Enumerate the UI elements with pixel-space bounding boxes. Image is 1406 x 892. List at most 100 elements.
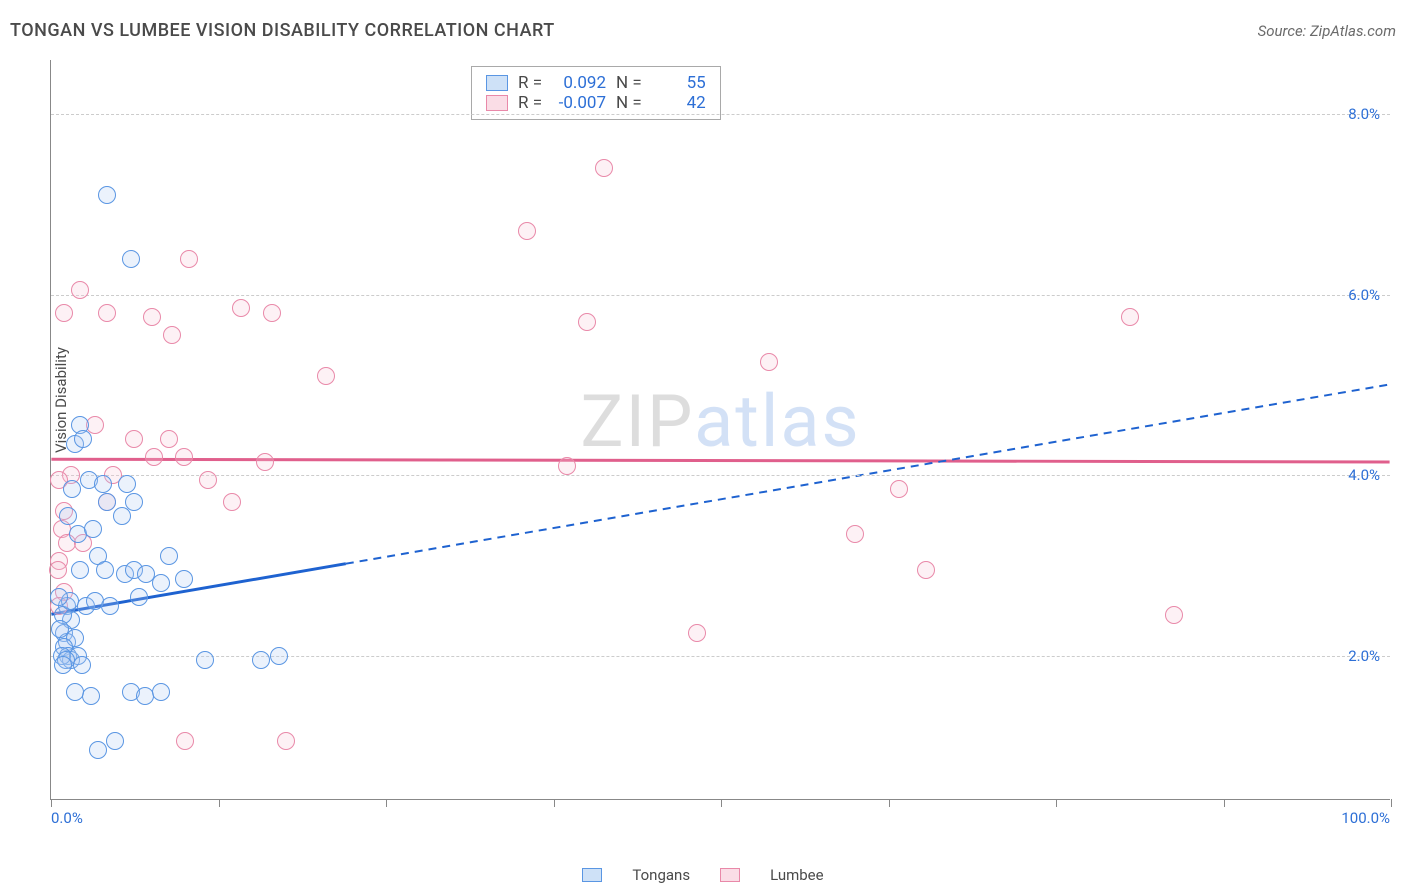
data-point-tongans [175, 570, 193, 588]
stat-r-label: R = [518, 73, 542, 93]
trendline-dashed [346, 384, 1390, 563]
data-point-tongans [82, 687, 100, 705]
data-point-lumbee [263, 304, 281, 322]
data-point-lumbee [176, 732, 194, 750]
stat-r-tongans: 0.092 [552, 73, 606, 93]
stats-box: R = 0.092 N = 55 R = -0.007 N = 42 [471, 66, 721, 120]
data-point-tongans [94, 475, 112, 493]
data-point-tongans [252, 651, 270, 669]
data-point-tongans [63, 480, 81, 498]
data-point-lumbee [277, 732, 295, 750]
gridline-h [51, 295, 1390, 296]
data-point-tongans [125, 493, 143, 511]
x-tick [51, 799, 52, 807]
stat-n-label: N = [616, 73, 642, 93]
y-tick-label: 6.0% [1348, 286, 1380, 304]
data-point-tongans [106, 732, 124, 750]
data-point-tongans [74, 430, 92, 448]
data-point-lumbee [143, 308, 161, 326]
data-point-tongans [73, 656, 91, 674]
x-tick [219, 799, 220, 807]
data-point-tongans [96, 561, 114, 579]
stat-r-label: R = [518, 93, 542, 113]
data-point-tongans [71, 561, 89, 579]
data-point-tongans [84, 520, 102, 538]
gridline-h [51, 114, 1390, 115]
data-point-lumbee [71, 281, 89, 299]
data-point-lumbee [1121, 308, 1139, 326]
x-tick [1224, 799, 1225, 807]
x-min-label: 0.0% [51, 809, 83, 827]
stats-row-tongans: R = 0.092 N = 55 [486, 73, 706, 93]
data-point-lumbee [518, 222, 536, 240]
data-point-lumbee [55, 304, 73, 322]
legend-swatch-lumbee [720, 868, 740, 882]
data-point-lumbee [175, 448, 193, 466]
watermark: ZIPatlas [580, 379, 860, 464]
data-point-tongans [54, 656, 72, 674]
data-point-lumbee [98, 304, 116, 322]
chart-source: Source: ZipAtlas.com [1258, 22, 1396, 40]
data-point-tongans [122, 250, 140, 268]
data-point-tongans [98, 186, 116, 204]
data-point-lumbee [917, 561, 935, 579]
trend-lines-layer [51, 60, 1390, 799]
data-point-lumbee [49, 561, 67, 579]
chart-title: TONGAN VS LUMBEE VISION DISABILITY CORRE… [10, 20, 555, 41]
x-max-label: 100.0% [1341, 809, 1390, 827]
data-point-lumbee [890, 480, 908, 498]
data-point-lumbee [163, 326, 181, 344]
legend-swatch-tongans [582, 868, 602, 882]
data-point-lumbee [256, 453, 274, 471]
data-point-lumbee [846, 525, 864, 543]
data-point-lumbee [223, 493, 241, 511]
data-point-tongans [152, 574, 170, 592]
data-point-lumbee [199, 471, 217, 489]
data-point-lumbee [145, 448, 163, 466]
data-point-tongans [270, 647, 288, 665]
stat-r-lumbee: -0.007 [552, 93, 606, 113]
swatch-tongans [486, 75, 508, 91]
stat-n-tongans: 55 [652, 73, 706, 93]
plot-area: ZIPatlas R = 0.092 N = 55 R = -0.007 N =… [50, 60, 1390, 800]
data-point-tongans [196, 651, 214, 669]
x-tick [889, 799, 890, 807]
gridline-h [51, 475, 1390, 476]
data-point-lumbee [595, 159, 613, 177]
x-tick [1056, 799, 1057, 807]
data-point-lumbee [232, 299, 250, 317]
data-point-tongans [59, 507, 77, 525]
data-point-lumbee [125, 430, 143, 448]
swatch-lumbee [486, 95, 508, 111]
y-tick-label: 4.0% [1348, 466, 1380, 484]
data-point-tongans [118, 475, 136, 493]
data-point-lumbee [688, 624, 706, 642]
data-point-lumbee [558, 457, 576, 475]
data-point-tongans [152, 683, 170, 701]
data-point-lumbee [317, 367, 335, 385]
x-tick [1391, 799, 1392, 807]
y-tick-label: 2.0% [1348, 647, 1380, 665]
data-point-tongans [89, 741, 107, 759]
legend-label-tongans: Tongans [632, 866, 690, 884]
data-point-lumbee [180, 250, 198, 268]
y-tick-label: 8.0% [1348, 105, 1380, 123]
data-point-tongans [101, 597, 119, 615]
stat-n-lumbee: 42 [652, 93, 706, 113]
data-point-lumbee [1165, 606, 1183, 624]
x-tick [386, 799, 387, 807]
data-point-lumbee [760, 353, 778, 371]
stat-n-label: N = [616, 93, 642, 113]
data-point-tongans [130, 588, 148, 606]
legend-label-lumbee: Lumbee [770, 866, 824, 884]
x-tick [554, 799, 555, 807]
x-tick [721, 799, 722, 807]
stats-row-lumbee: R = -0.007 N = 42 [486, 93, 706, 113]
data-point-tongans [51, 620, 69, 638]
data-point-tongans [160, 547, 178, 565]
trendline-solid [51, 459, 1389, 462]
data-point-tongans [50, 588, 68, 606]
data-point-tongans [98, 493, 116, 511]
data-point-tongans [66, 683, 84, 701]
data-point-lumbee [578, 313, 596, 331]
